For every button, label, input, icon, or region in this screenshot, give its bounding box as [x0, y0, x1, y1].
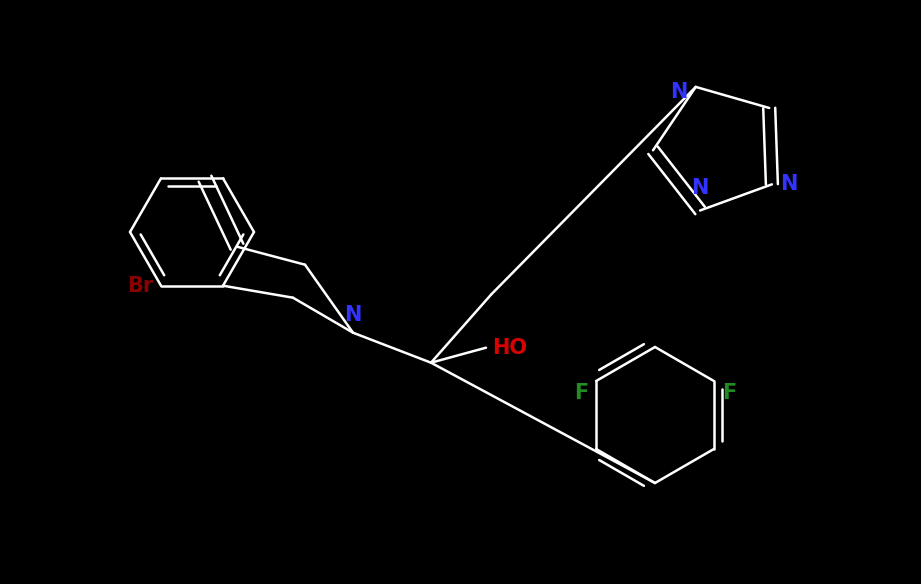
Text: N: N — [780, 175, 798, 194]
Text: F: F — [722, 383, 736, 403]
Text: Br: Br — [127, 276, 153, 296]
Text: N: N — [344, 305, 362, 325]
Text: N: N — [670, 82, 688, 102]
Text: N: N — [692, 179, 709, 199]
Text: F: F — [574, 383, 589, 403]
Text: HO: HO — [492, 338, 527, 357]
